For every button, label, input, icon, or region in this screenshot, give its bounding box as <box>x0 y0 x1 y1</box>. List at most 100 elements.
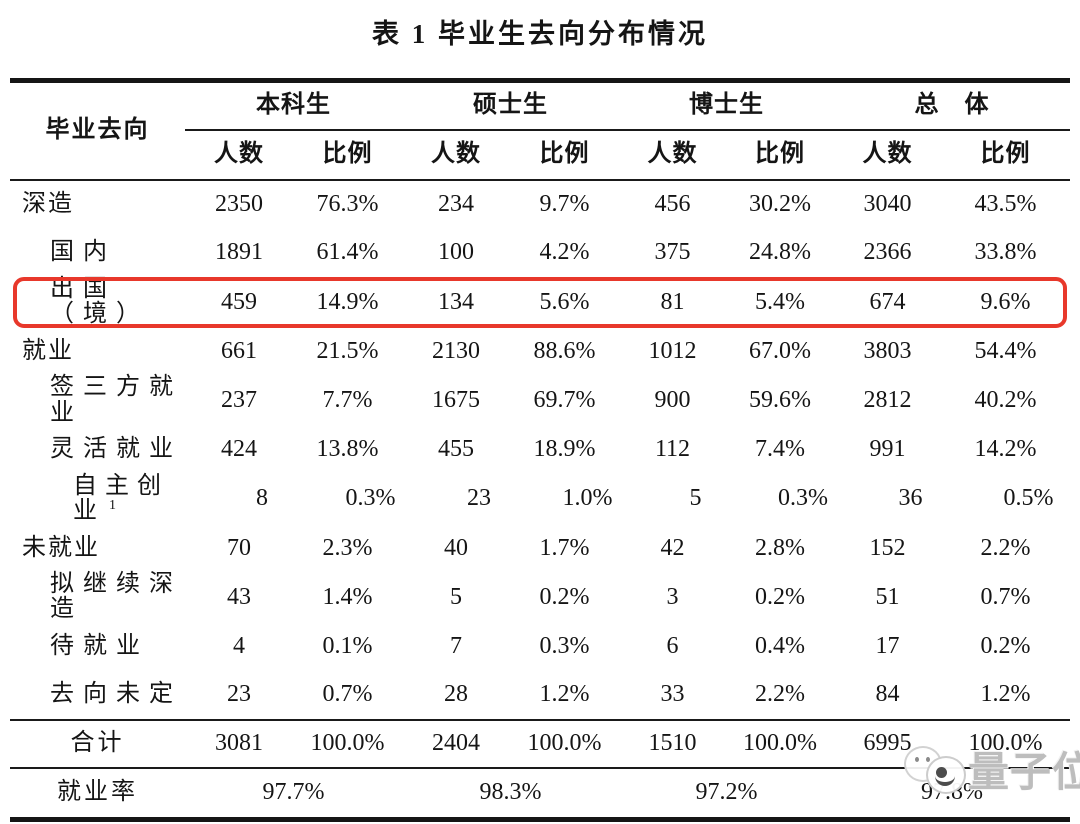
value-cell: 67.0% <box>749 337 811 364</box>
value-cell: 375 <box>654 239 691 266</box>
value-cell: 5.4% <box>755 288 805 315</box>
value-cell: 0.1% <box>322 632 373 659</box>
value-cell: 7.7% <box>322 386 373 413</box>
value-cell: 0.5% <box>1003 485 1054 512</box>
subheader-ratio: 比例 <box>941 130 1070 181</box>
value-cell: 23 <box>227 680 251 707</box>
value-cell: 88.6% <box>533 337 596 364</box>
value-cell: 14.2% <box>974 436 1037 463</box>
value-cell: 97.7% <box>185 766 402 817</box>
subheader-count: 人数 <box>185 130 293 181</box>
value-cell: 1.2% <box>980 680 1031 707</box>
value-cell: 456 <box>654 191 691 218</box>
value-cell: 100.0% <box>941 718 1070 768</box>
table-row: 签三方就业 237 7.7% 1675 69.7% 900 59.6% 2812… <box>10 375 1070 426</box>
qbitai-logo-icon <box>896 744 968 800</box>
value-cell: 2350 <box>215 191 263 218</box>
value-cell: 1675 <box>432 386 480 413</box>
value-cell: 98.3% <box>402 766 619 817</box>
subheader-count: 人数 <box>619 130 726 181</box>
value-cell: 59.6% <box>749 386 811 413</box>
table-row-highlighted: 出国（境） 459 14.9% 134 5.6% 81 5.4% 674 9.6… <box>10 276 1070 328</box>
row-label: 灵活就业 <box>50 436 182 463</box>
value-cell: 36 <box>898 485 923 512</box>
value-cell: 28 <box>444 680 468 707</box>
group-header-undergraduate: 本科生 <box>185 83 402 131</box>
value-cell: 459 <box>221 288 257 315</box>
group-header-overall: 总 体 <box>834 83 1070 131</box>
value-cell: 9.6% <box>980 288 1031 315</box>
value-cell: 69.7% <box>533 386 596 413</box>
row-label: 就业 <box>22 337 74 364</box>
value-cell: 24.8% <box>749 239 811 266</box>
value-cell: 5 <box>689 485 702 512</box>
row-label: 未就业 <box>22 534 100 561</box>
value-cell: 0.7% <box>980 583 1031 610</box>
value-cell: 1.7% <box>539 534 590 561</box>
value-cell: 70 <box>227 534 251 561</box>
total-row: 合计 3081 100.0% 2404 100.0% 1510 100.0% 6… <box>10 718 1070 768</box>
value-cell: 661 <box>221 337 257 364</box>
table-row: 就业 661 21.5% 2130 88.6% 1012 67.0% 3803 … <box>10 327 1070 375</box>
value-cell: 21.5% <box>316 337 379 364</box>
subheader-ratio: 比例 <box>510 130 619 181</box>
value-cell: 40 <box>444 534 468 561</box>
value-cell: 1891 <box>215 239 263 266</box>
value-cell: 100 <box>438 239 474 266</box>
value-cell: 0.2% <box>755 583 805 610</box>
value-cell: 1.4% <box>322 583 373 610</box>
value-cell: 7.4% <box>755 436 805 463</box>
value-cell: 0.3% <box>778 485 828 512</box>
value-cell: 17 <box>875 632 900 659</box>
value-cell: 18.9% <box>533 436 596 463</box>
value-cell: 42 <box>660 534 685 561</box>
value-cell: 33 <box>660 680 685 707</box>
value-cell: 0.7% <box>322 680 373 707</box>
graduate-destination-table: 毕业去向 本科生 硕士生 博士生 总 体 人数 比例 人数 比例 人数 比例 人… <box>10 78 1070 822</box>
value-cell: 100.0% <box>293 718 402 768</box>
value-cell: 14.9% <box>316 288 379 315</box>
row-label: 就业率 <box>10 766 185 817</box>
value-cell: 3 <box>666 583 679 610</box>
value-cell: 2404 <box>402 718 510 768</box>
row-label: 待就业 <box>50 632 149 659</box>
value-cell: 2.8% <box>755 534 805 561</box>
value-cell: 112 <box>654 436 691 463</box>
group-header-doctor: 博士生 <box>619 83 834 131</box>
corner-header: 毕业去向 <box>10 83 185 181</box>
table-title: 表 1 毕业生去向分布情况 <box>372 19 708 49</box>
value-cell: 61.4% <box>316 239 379 266</box>
row-label: 去向未定 <box>50 680 182 707</box>
group-header-master: 硕士生 <box>402 83 619 131</box>
table-row: 去向未定 23 0.7% 28 1.2% 33 2.2% 84 1.2% <box>10 671 1070 720</box>
value-cell: 134 <box>438 288 474 315</box>
row-label: 自主创业 1 <box>73 472 169 524</box>
table-row: 待就业 4 0.1% 7 0.3% 6 0.4% 17 0.2% <box>10 623 1070 671</box>
value-cell: 0.2% <box>539 583 590 610</box>
value-cell: 13.8% <box>316 436 379 463</box>
value-cell: 424 <box>221 436 257 463</box>
table-row: 灵活就业 424 13.8% 455 18.9% 112 7.4% 991 14… <box>10 426 1070 474</box>
value-cell: 1.2% <box>539 680 590 707</box>
value-cell: 4.2% <box>539 239 590 266</box>
value-cell: 5.6% <box>539 288 590 315</box>
value-cell: 237 <box>221 386 257 413</box>
value-cell: 2130 <box>432 337 480 364</box>
value-cell: 3081 <box>185 718 293 768</box>
row-label: 拟继续深造 <box>50 571 182 623</box>
value-cell: 7 <box>450 632 462 659</box>
row-label: 出国（境） <box>50 276 149 328</box>
value-cell: 234 <box>438 191 474 218</box>
qbitai-watermark: 量子位 <box>896 744 1080 800</box>
value-cell: 6 <box>666 632 679 659</box>
value-cell: 2.2% <box>980 534 1031 561</box>
value-cell: 9.7% <box>539 191 590 218</box>
value-cell: 152 <box>869 534 906 561</box>
value-cell: 76.3% <box>316 191 379 218</box>
value-cell: 2366 <box>863 239 912 266</box>
value-cell: 43.5% <box>974 191 1037 218</box>
value-cell: 0.2% <box>980 632 1031 659</box>
value-cell: 100.0% <box>726 718 834 768</box>
value-cell: 991 <box>869 436 906 463</box>
footnote-marker: 1 <box>109 497 116 513</box>
